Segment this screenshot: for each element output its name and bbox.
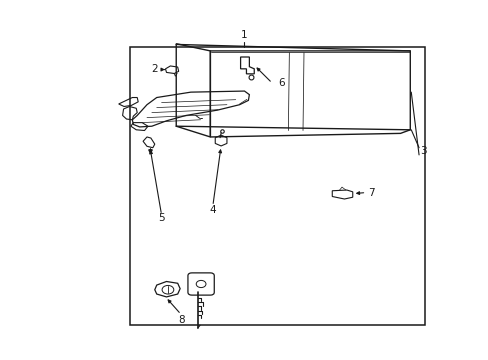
Text: 5: 5 — [158, 213, 164, 222]
Text: 7: 7 — [367, 188, 374, 198]
Bar — [130, 47, 424, 325]
Text: 6: 6 — [277, 78, 284, 88]
Text: 4: 4 — [209, 206, 216, 216]
Text: 1: 1 — [241, 30, 247, 40]
Text: 2: 2 — [151, 64, 157, 74]
Text: 8: 8 — [178, 315, 184, 325]
Text: 3: 3 — [420, 146, 427, 156]
